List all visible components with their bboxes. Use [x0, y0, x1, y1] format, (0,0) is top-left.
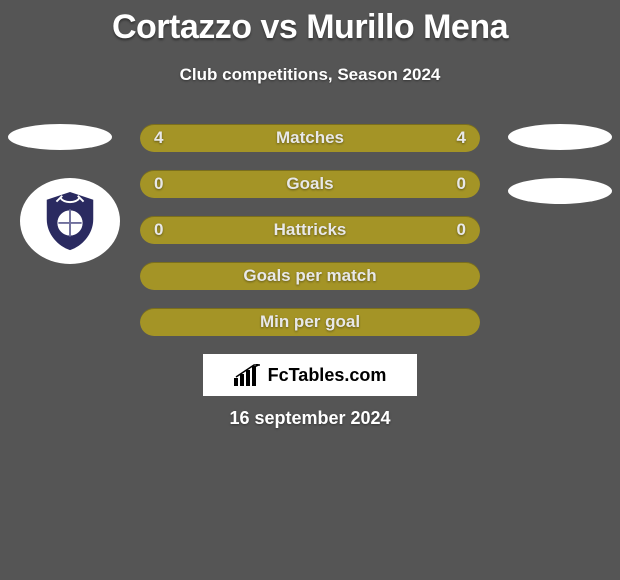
player-right-slot-2 — [508, 178, 612, 204]
page-subtitle: Club competitions, Season 2024 — [0, 65, 620, 85]
data-date: 16 september 2024 — [0, 408, 620, 429]
brand-logo-text: FcTables.com — [268, 365, 387, 386]
brand-logo: FcTables.com — [203, 354, 417, 396]
stat-label: Goals per match — [154, 266, 466, 286]
stat-label: Min per goal — [154, 312, 466, 332]
stat-row-matches: 4 Matches 4 — [140, 124, 480, 152]
stat-right-value: 0 — [457, 220, 466, 240]
stat-left-value: 0 — [154, 220, 163, 240]
stats-rows: 4 Matches 4 0 Goals 0 0 Hattricks 0 Goal… — [140, 124, 480, 354]
stat-row-gpm: Goals per match — [140, 262, 480, 290]
stat-label: Hattricks — [163, 220, 456, 240]
stat-right-value: 4 — [457, 128, 466, 148]
page-title: Cortazzo vs Murillo Mena — [0, 0, 620, 47]
stat-row-mpg: Min per goal — [140, 308, 480, 336]
player-left-slot-1 — [8, 124, 112, 150]
stat-left-value: 0 — [154, 174, 163, 194]
stat-label: Goals — [163, 174, 456, 194]
stat-row-hattricks: 0 Hattricks 0 — [140, 216, 480, 244]
stat-row-goals: 0 Goals 0 — [140, 170, 480, 198]
shield-icon — [39, 190, 101, 252]
stat-label: Matches — [163, 128, 456, 148]
player-right-slot-1 — [508, 124, 612, 150]
club-badge-left — [20, 178, 120, 264]
bars-icon — [234, 364, 262, 386]
stat-left-value: 4 — [154, 128, 163, 148]
stat-right-value: 0 — [457, 174, 466, 194]
